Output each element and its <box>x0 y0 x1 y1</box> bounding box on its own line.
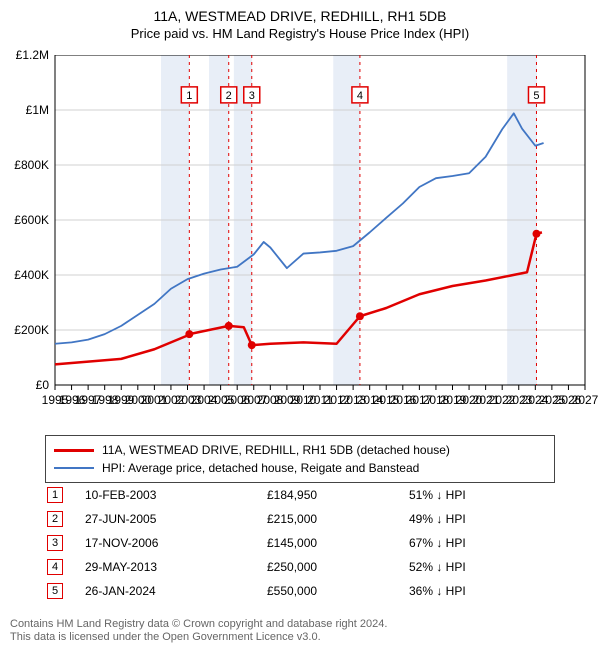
y-tick-label: £400K <box>0 268 49 282</box>
svg-text:2: 2 <box>226 90 232 102</box>
txn-marker-icon: 1 <box>47 487 63 503</box>
svg-text:1: 1 <box>186 90 192 102</box>
legend-text: 11A, WESTMEAD DRIVE, REDHILL, RH1 5DB (d… <box>102 443 450 457</box>
txn-marker-icon: 3 <box>47 535 63 551</box>
table-row: 2 27-JUN-2005£215,00049% ↓ HPI <box>47 508 549 530</box>
legend: 11A, WESTMEAD DRIVE, REDHILL, RH1 5DB (d… <box>45 435 555 483</box>
txn-date: 10-FEB-2003 <box>85 488 265 502</box>
txn-marker-icon: 2 <box>47 511 63 527</box>
y-tick-label: £0 <box>0 378 49 392</box>
y-tick-label: £1.2M <box>0 48 49 62</box>
txn-price: £145,000 <box>267 536 407 550</box>
chart-title: 11A, WESTMEAD DRIVE, REDHILL, RH1 5DB <box>0 0 600 24</box>
legend-swatch <box>54 449 94 452</box>
txn-date: 17-NOV-2006 <box>85 536 265 550</box>
txn-price: £250,000 <box>267 560 407 574</box>
chart-svg: 1 2 3 4 5 <box>0 55 600 430</box>
y-tick-label: £600K <box>0 213 49 227</box>
txn-price: £215,000 <box>267 512 407 526</box>
footer-line: Contains HM Land Registry data © Crown c… <box>10 618 590 631</box>
txn-delta: 67% ↓ HPI <box>409 536 549 550</box>
footer-line: This data is licensed under the Open Gov… <box>10 631 590 644</box>
txn-marker-icon: 4 <box>47 559 63 575</box>
txn-delta: 51% ↓ HPI <box>409 488 549 502</box>
chart-subtitle: Price paid vs. HM Land Registry's House … <box>0 26 600 41</box>
txn-delta: 52% ↓ HPI <box>409 560 549 574</box>
legend-item: 11A, WESTMEAD DRIVE, REDHILL, RH1 5DB (d… <box>54 441 546 459</box>
table-row: 5 26-JAN-2024£550,00036% ↓ HPI <box>47 580 549 602</box>
txn-date: 26-JAN-2024 <box>85 584 265 598</box>
txn-delta: 36% ↓ HPI <box>409 584 549 598</box>
x-tick-label: 2027 <box>572 393 599 407</box>
svg-text:5: 5 <box>533 90 539 102</box>
transaction-table: 1 10-FEB-2003£184,95051% ↓ HPI 2 27-JUN-200… <box>45 482 551 604</box>
txn-price: £184,950 <box>267 488 407 502</box>
footer-attribution: Contains HM Land Registry data © Crown c… <box>10 618 590 644</box>
table-row: 4 29-MAY-2013£250,00052% ↓ HPI <box>47 556 549 578</box>
y-tick-label: £800K <box>0 158 49 172</box>
txn-date: 29-MAY-2013 <box>85 560 265 574</box>
y-tick-label: £1M <box>0 103 49 117</box>
txn-date: 27-JUN-2005 <box>85 512 265 526</box>
legend-text: HPI: Average price, detached house, Reig… <box>102 461 419 475</box>
chart-area: 12345 £0£200K£400K£600K£800K£1M£1.2M 199… <box>0 55 600 430</box>
table-row: 3 17-NOV-2006£145,00067% ↓ HPI <box>47 532 549 554</box>
svg-text:4: 4 <box>357 90 363 102</box>
svg-text:3: 3 <box>249 90 255 102</box>
legend-item: HPI: Average price, detached house, Reig… <box>54 459 546 477</box>
table-row: 1 10-FEB-2003£184,95051% ↓ HPI <box>47 484 549 506</box>
txn-price: £550,000 <box>267 584 407 598</box>
y-tick-label: £200K <box>0 323 49 337</box>
txn-marker-icon: 5 <box>47 583 63 599</box>
legend-swatch <box>54 467 94 469</box>
txn-delta: 49% ↓ HPI <box>409 512 549 526</box>
